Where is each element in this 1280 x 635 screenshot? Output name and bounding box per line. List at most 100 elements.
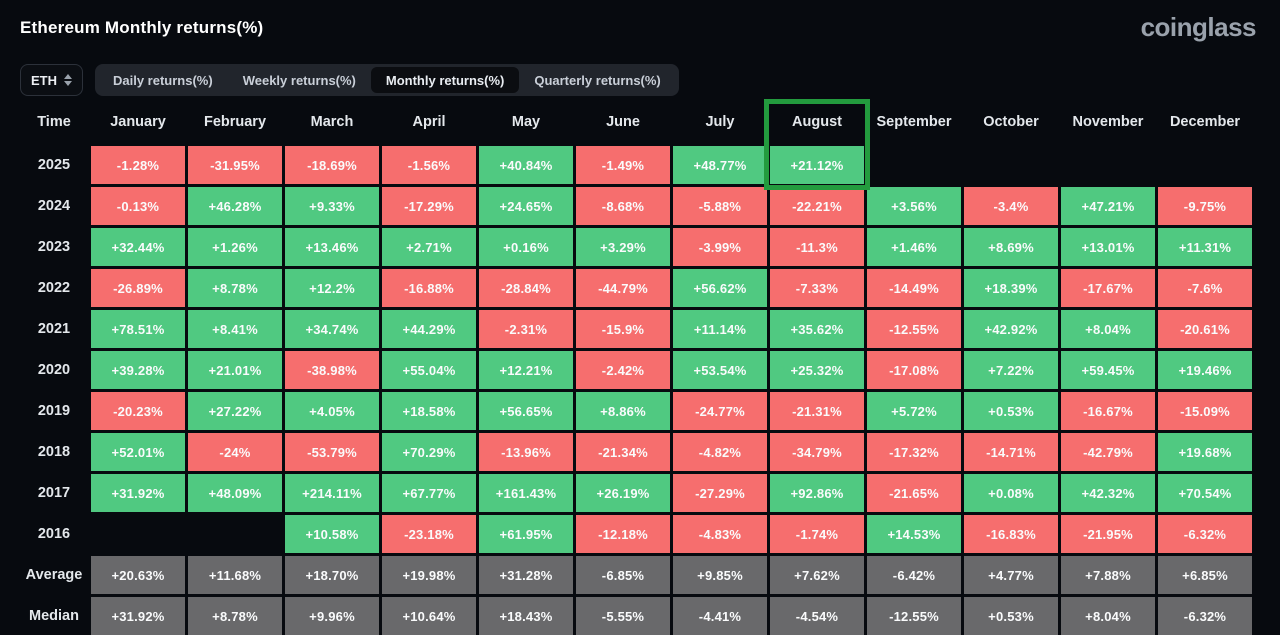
return-cell: -9.75% [1158,187,1252,225]
topbar: Ethereum Monthly returns(%) coinglass [0,0,1280,43]
return-cell: -44.79% [576,269,670,307]
return-cell: +47.21% [1061,187,1155,225]
return-cell: -15.09% [1158,392,1252,430]
return-cell: +31.92% [91,597,185,635]
return-cell: +8.78% [188,269,282,307]
row-label-average: Average [25,567,83,583]
return-cell: +18.39% [964,269,1058,307]
symbol-selector-value: ETH [31,72,57,88]
return-cell: -14.71% [964,433,1058,471]
controls-row: ETH Daily returns(%) Weekly returns(%) M… [20,64,1280,96]
return-cell: +56.62% [673,269,767,307]
return-cell: -5.55% [576,597,670,635]
return-cell [91,515,185,553]
column-header-september: September [876,114,952,130]
return-cell: +14.53% [867,515,961,553]
return-cell: -7.33% [770,269,864,307]
return-cell: -24% [188,433,282,471]
return-cell: -21.95% [1061,515,1155,553]
return-cell: +20.63% [91,556,185,594]
return-cell: +2.71% [382,228,476,266]
return-cell: +61.95% [479,515,573,553]
return-cell: +3.56% [867,187,961,225]
row-label-2024: 2024 [37,198,71,214]
return-cell: +0.53% [964,392,1058,430]
return-cell: +9.96% [285,597,379,635]
symbol-selector[interactable]: ETH [20,64,83,96]
return-cell: -28.84% [479,269,573,307]
return-cell: +27.22% [188,392,282,430]
return-cell: +35.62% [770,310,864,348]
return-cell: -42.79% [1061,433,1155,471]
row-label-2020: 2020 [37,362,71,378]
return-cell: +40.84% [479,146,573,184]
return-cell: +31.28% [479,556,573,594]
return-cell: +12.2% [285,269,379,307]
return-cell: +13.46% [285,228,379,266]
return-cell: -21.65% [867,474,961,512]
return-cell: -22.21% [770,187,864,225]
column-header-august: August [792,114,842,130]
return-cell: +10.64% [382,597,476,635]
column-header-november: November [1072,114,1144,130]
return-cell: -20.61% [1158,310,1252,348]
return-cell: +24.65% [479,187,573,225]
return-cell: +161.43% [479,474,573,512]
tab-quarterly-returns[interactable]: Quarterly returns(%) [519,67,675,93]
return-cell: -14.49% [867,269,961,307]
page-title: Ethereum Monthly returns(%) [20,17,264,37]
return-cell: +4.05% [285,392,379,430]
coinglass-logo: coinglass [1140,12,1257,42]
return-cell: +21.01% [188,351,282,389]
row-label-2022: 2022 [37,280,71,296]
return-cell: +12.21% [479,351,573,389]
column-header-february: February [203,114,267,130]
return-cell: +13.01% [1061,228,1155,266]
return-cell: +92.86% [770,474,864,512]
return-cell: +39.28% [91,351,185,389]
return-cell: +4.77% [964,556,1058,594]
row-label-2023: 2023 [37,239,71,255]
return-cell: +9.85% [673,556,767,594]
return-cell: -11.3% [770,228,864,266]
return-cell: +19.68% [1158,433,1252,471]
return-cell: +19.98% [382,556,476,594]
return-cell: -17.29% [382,187,476,225]
return-cell: +7.88% [1061,556,1155,594]
return-cell: +18.58% [382,392,476,430]
column-header-july: July [705,114,735,130]
return-cell: -5.88% [673,187,767,225]
return-cell: -12.55% [867,310,961,348]
column-header-december: December [1169,114,1241,130]
return-cell: -53.79% [285,433,379,471]
return-cell: +10.58% [285,515,379,553]
tab-monthly-returns[interactable]: Monthly returns(%) [370,67,520,93]
return-cell: +0.16% [479,228,573,266]
return-cell: -12.55% [867,597,961,635]
return-cell: +78.51% [91,310,185,348]
return-cell: +70.29% [382,433,476,471]
return-cell: -17.67% [1061,269,1155,307]
tab-daily-returns[interactable]: Daily returns(%) [98,67,228,93]
return-cell: -4.82% [673,433,767,471]
return-cell: +26.19% [576,474,670,512]
row-label-2017: 2017 [37,485,71,501]
column-header-may: May [511,114,541,130]
row-label-2021: 2021 [37,321,71,337]
return-cell: -24.77% [673,392,767,430]
return-cell: -26.89% [91,269,185,307]
return-cell: -3.99% [673,228,767,266]
return-cell: +48.09% [188,474,282,512]
return-cell: +52.01% [91,433,185,471]
return-cell: +8.04% [1061,597,1155,635]
return-cell: -27.29% [673,474,767,512]
return-cell: -8.68% [576,187,670,225]
row-label-2016: 2016 [37,526,71,542]
tab-weekly-returns[interactable]: Weekly returns(%) [228,67,371,93]
return-cell: -1.28% [91,146,185,184]
return-cell: +7.22% [964,351,1058,389]
return-cell: -2.42% [576,351,670,389]
return-cell: +5.72% [867,392,961,430]
column-header-april: April [412,114,446,130]
return-cell: +8.41% [188,310,282,348]
